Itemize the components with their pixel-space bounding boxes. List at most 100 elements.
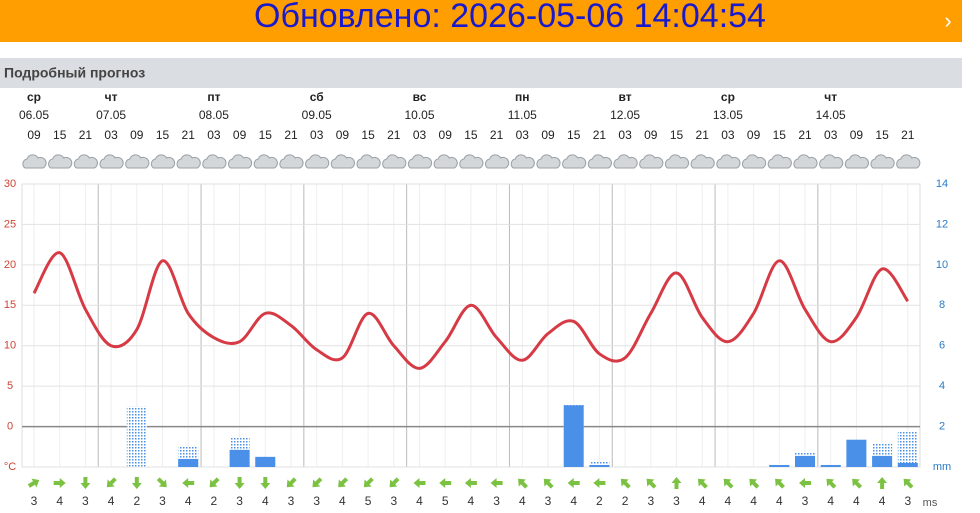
wind-arrow bbox=[620, 478, 631, 489]
weather-icon bbox=[202, 154, 227, 169]
y-tick-label: 30 bbox=[4, 178, 16, 190]
wind-speed: 2 bbox=[596, 494, 603, 508]
wind-speed: 3 bbox=[236, 494, 243, 508]
hour-label: 21 bbox=[387, 128, 401, 142]
weather-icon bbox=[896, 154, 921, 169]
wind-arrow bbox=[27, 478, 40, 488]
day-date: 06.05 bbox=[19, 108, 49, 122]
weather-icon bbox=[433, 154, 458, 169]
wind-speed: 3 bbox=[647, 494, 654, 508]
wind-arrow bbox=[490, 478, 503, 488]
wind-speed: 4 bbox=[827, 494, 834, 508]
wind-speed: 4 bbox=[416, 494, 423, 508]
hour-label: 21 bbox=[79, 128, 93, 142]
wind-speed: 3 bbox=[159, 494, 166, 508]
hour-label: 09 bbox=[439, 128, 453, 142]
weather-icon bbox=[536, 154, 561, 169]
wind-arrow bbox=[338, 477, 349, 488]
wind-arrow bbox=[593, 478, 606, 488]
precip-bar bbox=[795, 455, 815, 467]
wind-arrow bbox=[209, 477, 220, 488]
weather-icon bbox=[305, 154, 330, 169]
y-tick-label: 10 bbox=[4, 340, 16, 352]
weather-icon bbox=[150, 154, 176, 169]
wind-arrow bbox=[877, 477, 888, 489]
day-name: чт bbox=[105, 90, 118, 104]
weather-icon bbox=[844, 154, 869, 169]
wind-arrow bbox=[518, 478, 528, 489]
hour-label: 21 bbox=[490, 128, 504, 142]
wind-speed: 2 bbox=[211, 494, 218, 508]
y-tick-label: 20 bbox=[4, 259, 16, 271]
wind-arrow bbox=[156, 477, 167, 488]
y-tick-label: °C bbox=[4, 461, 16, 473]
weather-icon bbox=[22, 154, 47, 169]
wind-speed: 4 bbox=[879, 494, 886, 508]
y-tick-label: 0 bbox=[7, 420, 13, 432]
wind-speed: 4 bbox=[699, 494, 706, 508]
day-date: 07.05 bbox=[96, 108, 126, 122]
weather-icon bbox=[767, 154, 792, 169]
wind-arrow bbox=[464, 478, 477, 488]
wind-arrow bbox=[697, 478, 708, 489]
wind-unit: ms bbox=[923, 497, 938, 508]
wind-speed: 2 bbox=[133, 494, 140, 508]
weather-icon bbox=[870, 154, 895, 169]
wind-arrow bbox=[439, 478, 452, 488]
section-header bbox=[0, 58, 962, 88]
hour-label: 03 bbox=[721, 128, 735, 142]
hour-label: 21 bbox=[696, 128, 710, 142]
wind-speed: 4 bbox=[468, 494, 475, 508]
precip-bar bbox=[897, 462, 918, 467]
hour-label: 09 bbox=[747, 128, 761, 142]
hour-label: 15 bbox=[259, 128, 273, 142]
weather-icon bbox=[176, 154, 201, 169]
wind-speed: 3 bbox=[313, 494, 320, 508]
weather-icon bbox=[279, 154, 304, 169]
wind-arrow bbox=[131, 477, 142, 489]
precip-bar bbox=[872, 455, 893, 467]
wind-speed: 3 bbox=[904, 494, 911, 508]
day-name: ср bbox=[27, 90, 41, 104]
y-tick-label: 5 bbox=[7, 380, 13, 392]
hour-label: 09 bbox=[233, 128, 247, 142]
wind-speed: 3 bbox=[31, 494, 38, 508]
wind-arrow bbox=[53, 478, 66, 488]
y2-tick-label: 2 bbox=[939, 420, 945, 432]
hour-label: 03 bbox=[824, 128, 838, 142]
banner-arrow[interactable]: › bbox=[944, 8, 951, 33]
y2-tick-label: 10 bbox=[936, 259, 948, 271]
wind-speed: 5 bbox=[442, 494, 449, 508]
wind-arrow bbox=[749, 478, 760, 489]
hour-label: 03 bbox=[516, 128, 530, 142]
hour-label: 21 bbox=[901, 128, 915, 142]
day-name: чт bbox=[824, 90, 837, 104]
weather-icon bbox=[793, 154, 818, 169]
precip-bar bbox=[589, 464, 610, 467]
precip-max bbox=[897, 431, 918, 467]
day-name: вс bbox=[413, 90, 427, 104]
banner-text: Обновлено: 2026-05-06 14:04:54 bbox=[254, 0, 766, 35]
wind-arrow bbox=[286, 477, 297, 488]
weather-icon bbox=[664, 154, 690, 169]
day-date: 12.05 bbox=[610, 108, 640, 122]
wind-speed: 4 bbox=[853, 494, 860, 508]
hour-label: 03 bbox=[618, 128, 632, 142]
precip-bar bbox=[846, 439, 867, 467]
wind-arrow bbox=[775, 478, 785, 489]
precip-max bbox=[589, 461, 610, 467]
wind-speed: 3 bbox=[82, 494, 89, 508]
hour-label: 21 bbox=[593, 128, 607, 142]
wind-arrow bbox=[646, 478, 657, 489]
precip-bar bbox=[820, 464, 841, 467]
hour-label: 15 bbox=[567, 128, 581, 142]
wind-arrow bbox=[106, 477, 117, 488]
wind-speed: 4 bbox=[776, 494, 783, 508]
weather-icon bbox=[382, 154, 407, 169]
banner[interactable] bbox=[0, 0, 962, 42]
precip-bar bbox=[229, 449, 250, 467]
wind-speed: 3 bbox=[802, 494, 809, 508]
hour-label: 15 bbox=[53, 128, 67, 142]
